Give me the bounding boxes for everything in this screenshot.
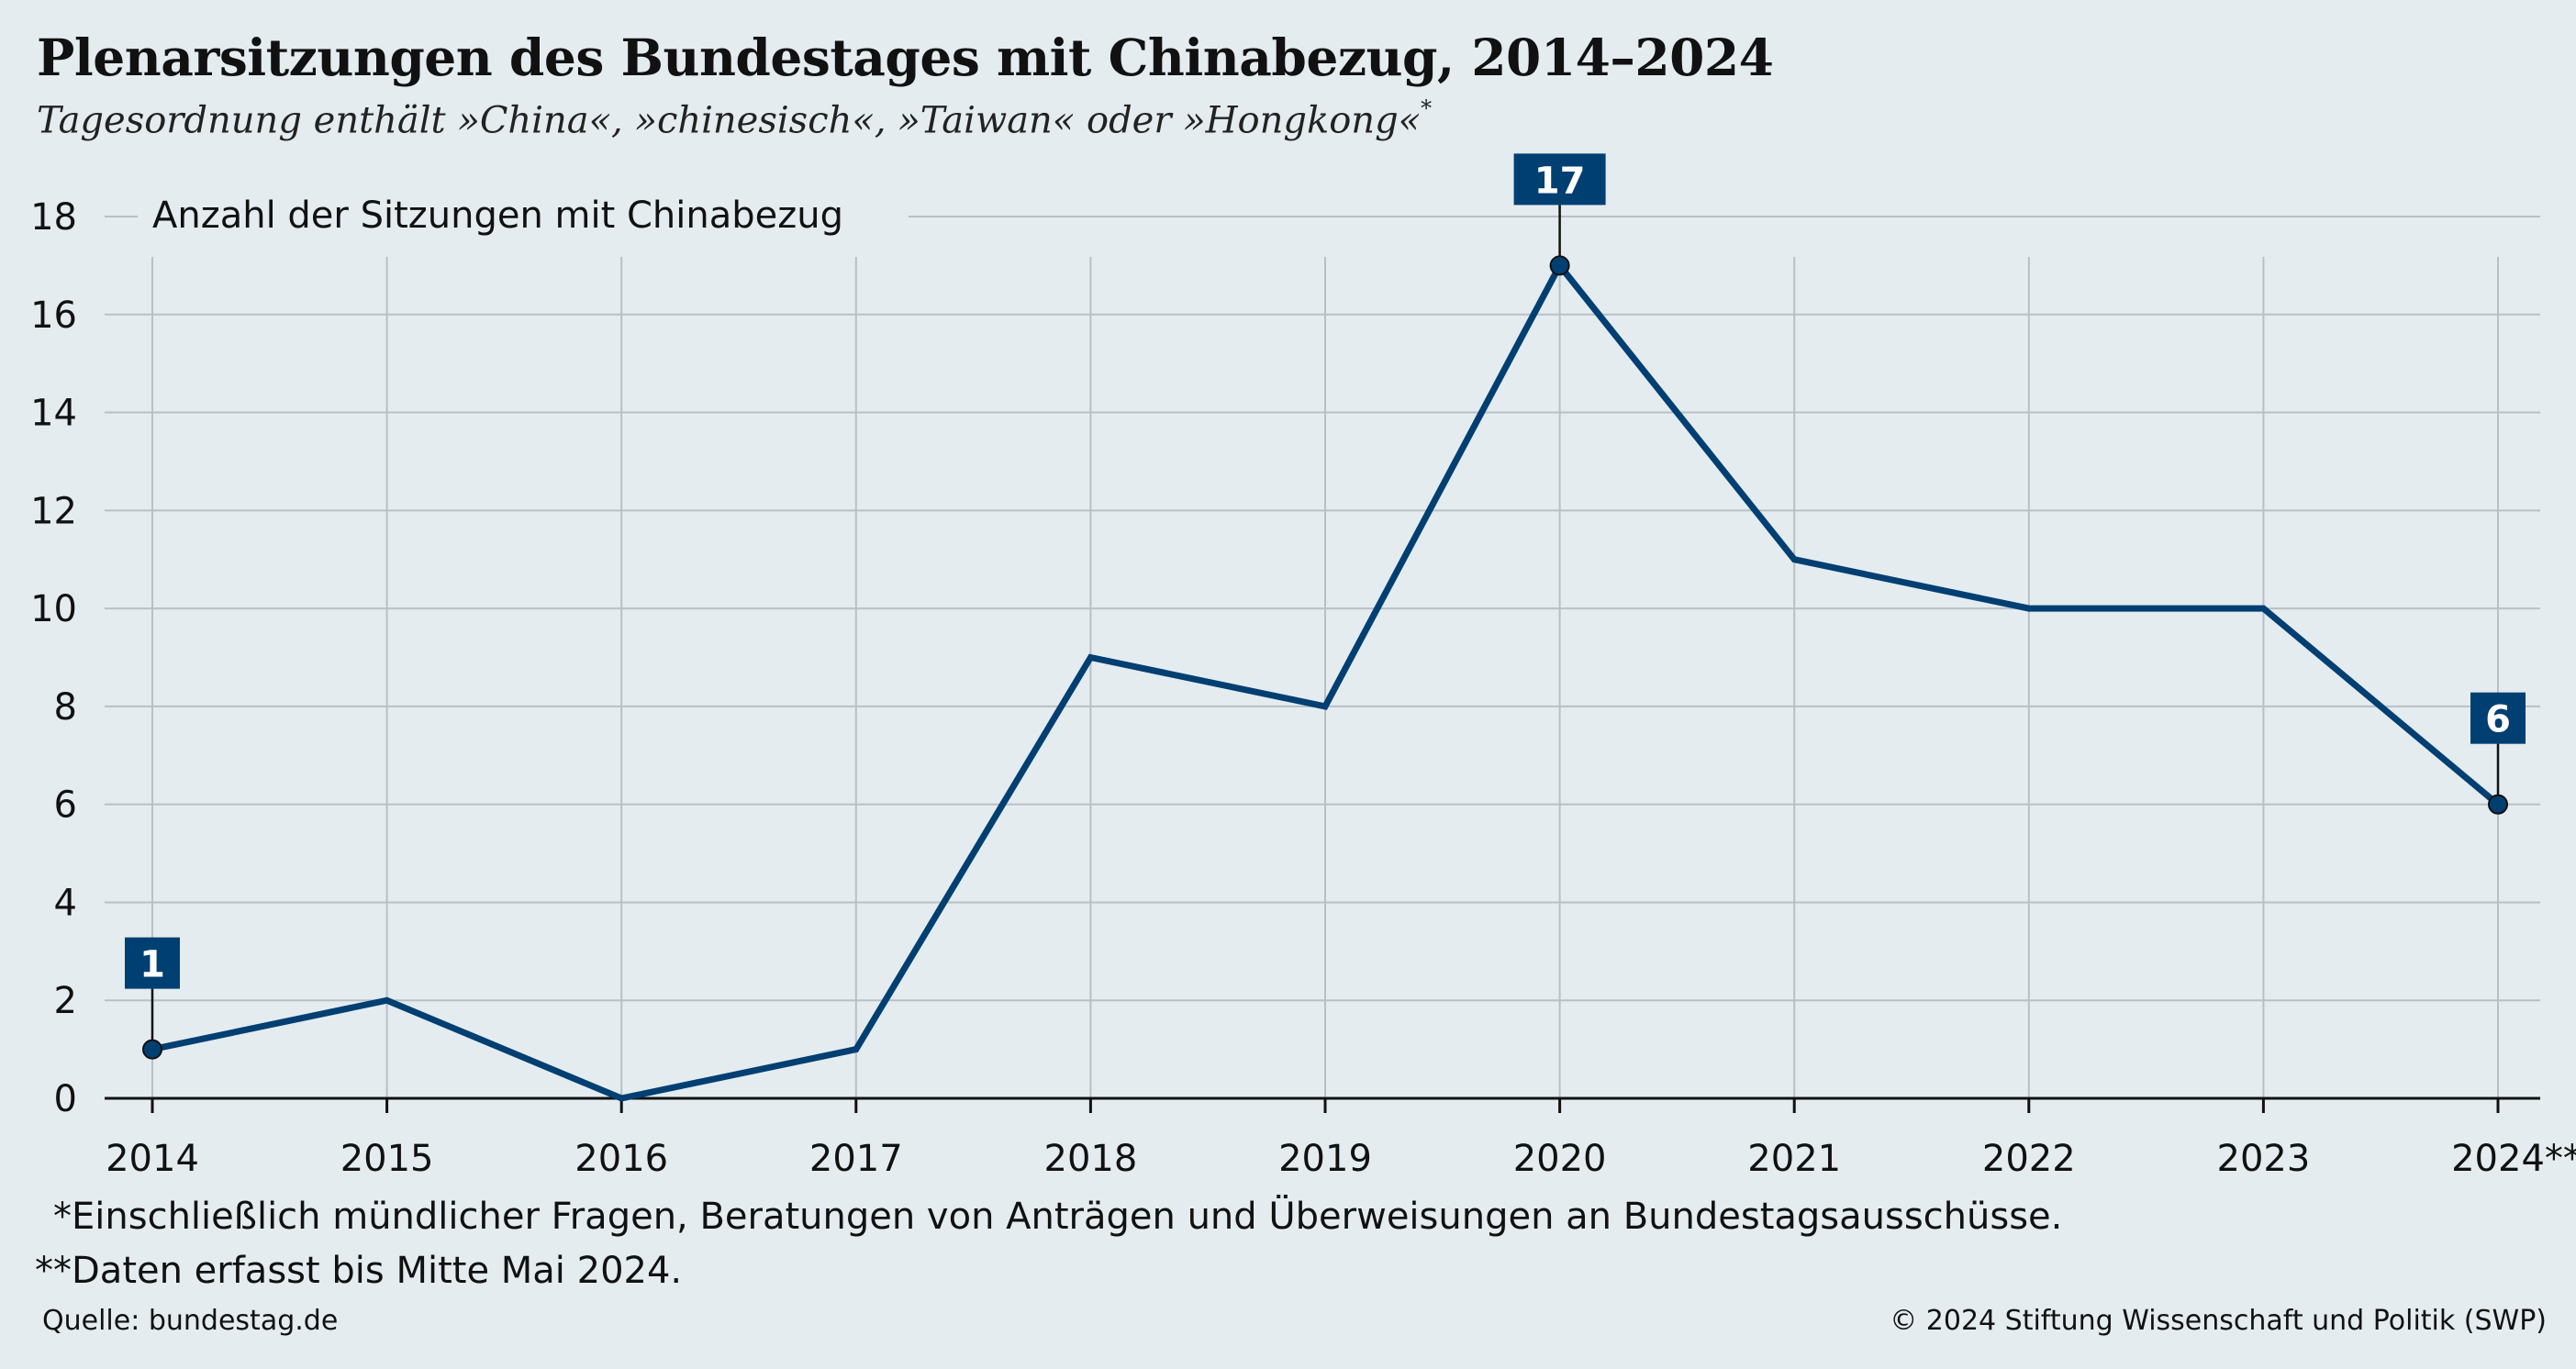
y-tick-label: 12 bbox=[30, 490, 77, 532]
x-tick-label: 2021 bbox=[1747, 1138, 1841, 1180]
footnote-1: *Einschließlich mündlicher Fragen, Berat… bbox=[53, 1196, 2063, 1238]
y-tick-label: 2 bbox=[54, 980, 77, 1022]
y-tick-label: 4 bbox=[54, 882, 77, 924]
x-tick-label: 2017 bbox=[809, 1138, 903, 1180]
y-tick-label: 0 bbox=[54, 1078, 77, 1120]
y-tick-label: 14 bbox=[30, 393, 77, 435]
line-chart: Anzahl der Sitzungen mit Chinabezug 0 2 4 6… bbox=[30, 153, 2576, 1180]
ylabel-backdrop bbox=[138, 184, 909, 257]
chart-subtitle: Tagesordnung enthält »China«, »chinesisc… bbox=[37, 95, 1432, 142]
y-tick-label: 10 bbox=[30, 588, 77, 630]
chart-title: Plenarsitzungen des Bundestages mit Chin… bbox=[37, 28, 1774, 87]
data-label-box bbox=[2470, 692, 2526, 744]
y-tick-label: 18 bbox=[30, 196, 77, 239]
series-line bbox=[151, 260, 2501, 1102]
source-text: Quelle: bundestag.de bbox=[42, 1305, 339, 1337]
x-tick-label: 2015 bbox=[340, 1138, 434, 1180]
data-point-marker bbox=[1549, 255, 1570, 276]
annotation-layer: 1 17 6 bbox=[125, 153, 2526, 1060]
line-layer bbox=[151, 260, 2501, 1102]
x-tick-label: 2018 bbox=[1044, 1138, 1138, 1180]
x-tick-label: 2016 bbox=[574, 1138, 668, 1180]
subtitle-footnote-mark: * bbox=[1421, 95, 1433, 121]
data-label-box bbox=[125, 937, 180, 989]
x-tick-label: 2019 bbox=[1278, 1138, 1372, 1180]
data-label-box bbox=[1513, 153, 1606, 206]
y-axis-label: Anzahl der Sitzungen mit Chinabezug bbox=[152, 195, 843, 237]
data-point-marker bbox=[2488, 794, 2508, 815]
grid-layer bbox=[105, 216, 2540, 1098]
y-tick-label: 6 bbox=[54, 785, 77, 827]
subtitle-text: Tagesordnung enthält »China«, »chinesisc… bbox=[37, 99, 1422, 142]
footnote-2: **Daten erfasst bis Mitte Mai 2024. bbox=[35, 1250, 683, 1292]
data-label: 6 bbox=[2485, 699, 2511, 741]
x-tick-label: 2024** bbox=[2451, 1138, 2576, 1180]
data-point-marker bbox=[142, 1039, 162, 1060]
y-tick-label: 16 bbox=[30, 295, 77, 337]
y-tick-label: 8 bbox=[54, 686, 77, 729]
x-tick-label: 2023 bbox=[2217, 1138, 2311, 1180]
copyright-text: © 2024 Stiftung Wissenschaft und Politik… bbox=[1890, 1305, 2547, 1337]
x-tick-label: 2020 bbox=[1513, 1138, 1607, 1180]
data-label: 1 bbox=[139, 944, 165, 986]
x-tick-label: 2014 bbox=[106, 1138, 199, 1180]
x-tick-label: 2022 bbox=[1982, 1138, 2076, 1180]
data-label: 17 bbox=[1534, 160, 1586, 202]
